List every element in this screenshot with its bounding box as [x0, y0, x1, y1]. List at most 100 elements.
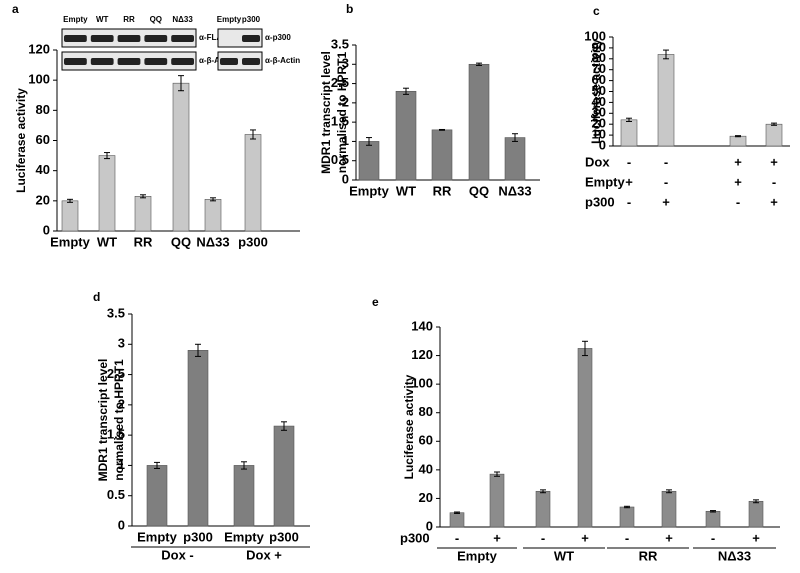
- error-bar: [241, 461, 247, 470]
- y-tick-label: 3: [342, 56, 349, 71]
- error-bar: [753, 499, 759, 504]
- y-tick-label: 2.5: [107, 366, 125, 381]
- row-value: +: [734, 174, 742, 189]
- error-bar: [540, 489, 546, 494]
- y-tick-label: 100: [584, 28, 606, 43]
- y-tick-label: 0.5: [331, 152, 349, 167]
- x-tick-label: p300: [183, 529, 213, 544]
- error-bar: [735, 135, 741, 138]
- x-tick-label: +: [493, 530, 501, 545]
- bar: [620, 119, 638, 147]
- row-value: -: [664, 174, 668, 189]
- bar: [233, 465, 255, 527]
- bar: [449, 512, 465, 528]
- lane-label: WT: [96, 15, 109, 24]
- x-tick-label: +: [665, 530, 673, 545]
- y-tick-label: 20: [36, 192, 50, 207]
- lane-label: Empty: [217, 15, 242, 24]
- x-tick-label: -: [625, 530, 629, 545]
- y-tick-label: 60: [36, 132, 50, 147]
- group-label: NΔ33: [718, 548, 751, 563]
- error-bar: [67, 198, 73, 203]
- panel-label: e: [372, 295, 379, 309]
- y-tick-label: 2: [342, 94, 349, 109]
- x-tick-label: -: [455, 530, 459, 545]
- lane-label: p300: [242, 15, 261, 24]
- y-tick-label: 1: [342, 133, 349, 148]
- y-tick-label: 0: [43, 222, 50, 237]
- x-tick-label: p300: [238, 234, 268, 249]
- bar: [204, 199, 222, 232]
- bar: [657, 54, 675, 147]
- error-bar: [624, 505, 630, 509]
- bar: [146, 465, 168, 527]
- bar: [489, 473, 505, 528]
- y-tick-label: 0.5: [107, 487, 125, 502]
- row-value: -: [664, 154, 668, 169]
- error-bar: [210, 197, 216, 202]
- bar: [244, 134, 262, 232]
- y-axis-label: Luciferase activity: [589, 39, 603, 144]
- bar: [661, 490, 677, 528]
- bar: [468, 63, 490, 181]
- row-value: +: [625, 174, 633, 189]
- x-tick-label: QQ: [469, 183, 489, 198]
- panel-label: b: [346, 2, 353, 16]
- y-tick-label: 40: [419, 461, 433, 476]
- y-tick-label: 90: [592, 39, 606, 54]
- blot-band: [90, 35, 114, 42]
- y-tick-label: 80: [592, 50, 606, 65]
- error-bar: [476, 62, 482, 66]
- row-value: -: [627, 194, 631, 209]
- y-tick-label: 2: [118, 396, 125, 411]
- error-bar: [281, 421, 287, 431]
- x-tick-label: QQ: [171, 234, 191, 249]
- y-tick-label: 140: [411, 318, 433, 333]
- y-tick-label: 40: [36, 162, 50, 177]
- error-bar: [666, 489, 672, 494]
- error-bar: [512, 133, 518, 142]
- bar: [172, 82, 190, 232]
- x-tick-label: -: [541, 530, 545, 545]
- blot-band: [242, 35, 260, 42]
- blot-band: [117, 35, 141, 42]
- x-tick-label: WT: [97, 234, 117, 249]
- x-tick-label: +: [752, 530, 760, 545]
- y-axis-label: MDR1 transcript level: [96, 359, 110, 482]
- blot-band: [171, 58, 194, 65]
- y-tick-label: 0: [426, 518, 433, 533]
- y-tick-label: 0: [342, 171, 349, 186]
- blot-band: [144, 35, 168, 42]
- row-label: Empty: [585, 174, 626, 189]
- error-bar: [195, 343, 201, 357]
- y-tick-label: 1.5: [331, 114, 349, 129]
- y-tick-label: 100: [411, 376, 433, 391]
- bar: [134, 196, 152, 232]
- panel-label: d: [93, 290, 100, 304]
- x-tick-label: Empty: [349, 183, 390, 198]
- blot-band: [144, 58, 168, 65]
- x-tick-label: Empty: [224, 529, 265, 544]
- error-bar: [626, 117, 632, 122]
- lane-label: QQ: [150, 15, 162, 24]
- row-value: +: [734, 154, 742, 169]
- row-label: p300: [585, 194, 615, 209]
- y-tick-label: 3: [118, 336, 125, 351]
- x-tick-label: -: [711, 530, 715, 545]
- row-label: p300: [400, 530, 430, 545]
- band-label: α-β-Actin: [199, 56, 234, 65]
- y-tick-label: 60: [592, 72, 606, 87]
- y-tick-label: 120: [28, 41, 50, 56]
- error-bar: [582, 340, 588, 357]
- y-tick-label: 20: [592, 116, 606, 131]
- bar: [358, 141, 380, 181]
- row-value: +: [770, 194, 778, 209]
- y-tick-label: 20: [419, 490, 433, 505]
- y-tick-label: 100: [28, 72, 50, 87]
- y-tick-label: 120: [411, 347, 433, 362]
- bar: [535, 490, 551, 528]
- row-label: Dox: [585, 154, 610, 169]
- y-tick-label: 40: [592, 94, 606, 109]
- x-tick-label: RR: [134, 234, 153, 249]
